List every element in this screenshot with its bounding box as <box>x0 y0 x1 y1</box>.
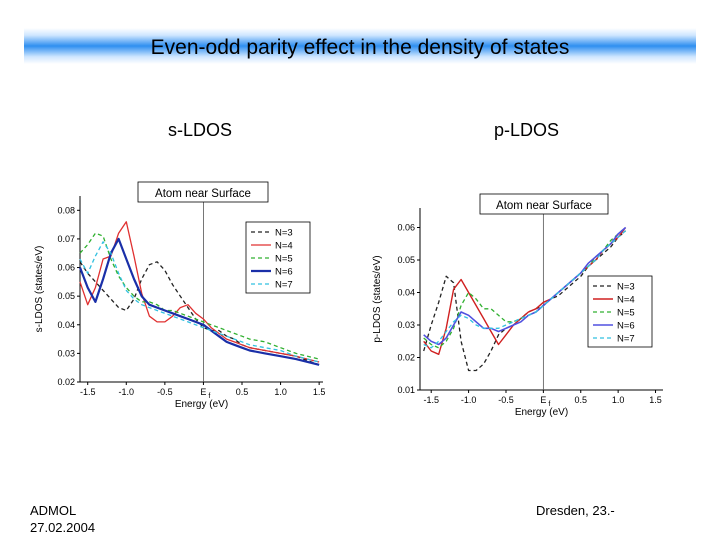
legend-box <box>587 275 653 348</box>
x-tick-label: E <box>200 387 206 397</box>
x-tick-label: 0.5 <box>236 387 249 397</box>
footer-right: Dresden, 23.- <box>536 503 615 518</box>
s-ldos-label: s-LDOS <box>168 120 233 140</box>
x-tick-label: 0.5 <box>574 395 587 405</box>
chart-title-box <box>137 181 269 203</box>
y-tick-label: 0.01 <box>397 385 415 395</box>
s-ldos-chart: 0.02 0.03 0.04 0.05 0.06 0.07 0.08 -1.5 -1.0 -0.5… <box>34 181 326 410</box>
y-tick-label: 0.04 <box>397 288 415 298</box>
series-line-N6 <box>423 226 627 346</box>
y-tick-label: 0.06 <box>57 263 75 273</box>
y-tick-label: 0.05 <box>397 255 415 265</box>
legend-label: N=7 <box>275 280 293 291</box>
fermi-subscript: f <box>208 393 210 400</box>
footer-left: ADMOL 27.02.2004 <box>30 502 95 536</box>
title-banner: Even-odd parity effect in the density of… <box>24 28 696 64</box>
y-tick-label: 0.08 <box>57 205 75 215</box>
x-tick-label: E <box>540 395 546 405</box>
legend-label: N=5 <box>617 308 635 319</box>
x-tick-label: -1.5 <box>423 395 439 405</box>
footer-event: ADMOL <box>30 503 77 518</box>
x-axis-label: Energy (eV) <box>515 407 568 418</box>
series-line-N5 <box>79 232 320 360</box>
series-line-N7 <box>79 241 320 363</box>
slide-title: Even-odd parity effect in the density of… <box>150 36 570 59</box>
y-tick-label: 0.04 <box>57 320 75 330</box>
y-tick-label: 0.07 <box>57 234 75 244</box>
y-axis-label: s-LDOS (states/eV) <box>34 246 45 333</box>
y-tick-label: 0.06 <box>397 223 415 233</box>
legend-label: N=6 <box>617 321 635 332</box>
series-line-N6 <box>78 237 320 366</box>
p-ldos-label: p-LDOS <box>494 120 560 140</box>
x-tick-label: -1.0 <box>461 395 477 405</box>
x-tick-label: -0.5 <box>157 387 173 397</box>
legend-label: N=4 <box>617 295 635 306</box>
chart-title: Atom near Surface <box>155 188 251 200</box>
series-line-N3 <box>79 261 320 366</box>
x-tick-label: 1.0 <box>612 395 625 405</box>
y-tick-label: 0.02 <box>57 377 75 387</box>
fermi-subscript: f <box>548 401 550 408</box>
footer-date: 27.02.2004 <box>30 520 96 535</box>
x-axis-label: Energy (eV) <box>175 399 228 410</box>
y-tick-label: 0.03 <box>57 348 75 358</box>
x-tick-label: -0.5 <box>498 395 514 405</box>
x-tick-label: 1.5 <box>313 387 326 397</box>
legend-label: N=3 <box>617 282 635 293</box>
y-tick-label: 0.03 <box>397 320 415 330</box>
y-tick-label: 0.02 <box>397 353 415 363</box>
y-axis-label: p-LDOS (states/eV) <box>372 255 383 342</box>
series-line-N5 <box>423 227 627 349</box>
series-line-N4 <box>423 227 627 356</box>
x-tick-label: 1.5 <box>649 395 662 405</box>
chart-title: Atom near Surface <box>496 200 592 212</box>
legend-box <box>245 221 311 294</box>
x-tick-label: -1.5 <box>80 387 96 397</box>
legend-label: N=4 <box>275 241 293 252</box>
legend-label: N=6 <box>275 267 293 278</box>
legend-label: N=5 <box>275 254 293 265</box>
x-tick-label: 1.0 <box>274 387 287 397</box>
x-tick-label: -1.0 <box>119 387 135 397</box>
legend-label: N=7 <box>617 334 635 345</box>
legend-label: N=3 <box>275 228 293 239</box>
series-line-N7 <box>423 230 627 349</box>
y-tick-label: 0.05 <box>57 291 75 301</box>
chart-title-box <box>479 193 609 215</box>
